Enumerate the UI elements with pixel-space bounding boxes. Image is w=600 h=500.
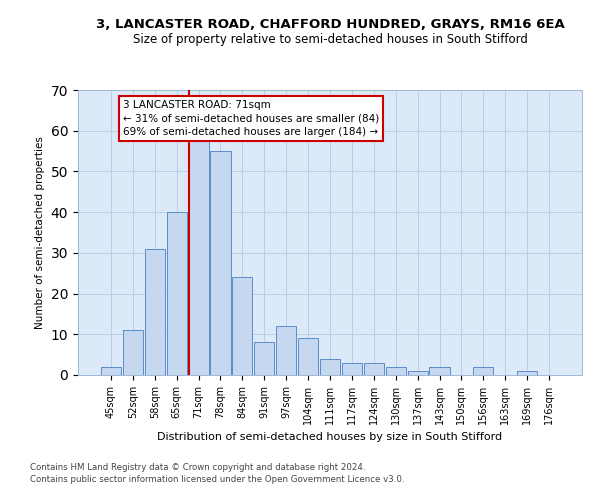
Bar (298, 338, 318, 375)
Bar (473, 367, 493, 375)
Text: 3, LANCASTER ROAD, CHAFFORD HUNDRED, GRAYS, RM16 6EA: 3, LANCASTER ROAD, CHAFFORD HUNDRED, GRA… (95, 18, 565, 30)
Y-axis label: Number of semi-detached properties: Number of semi-detached properties (35, 136, 45, 329)
Bar (167, 212, 187, 375)
Bar (188, 135, 209, 375)
Text: Contains public sector information licensed under the Open Government Licence v3: Contains public sector information licen… (30, 475, 404, 484)
Bar (430, 367, 449, 375)
Text: 3 LANCASTER ROAD: 71sqm
← 31% of semi-detached houses are smaller (84)
69% of se: 3 LANCASTER ROAD: 71sqm ← 31% of semi-de… (123, 100, 379, 136)
Bar (123, 330, 143, 375)
Bar (407, 371, 428, 375)
Bar (517, 371, 537, 375)
Bar (254, 342, 274, 375)
Text: Size of property relative to semi-detached houses in South Stifford: Size of property relative to semi-detach… (133, 32, 527, 46)
Bar (320, 358, 340, 375)
Bar (276, 326, 296, 375)
Bar (101, 367, 121, 375)
Text: Contains HM Land Registry data © Crown copyright and database right 2024.: Contains HM Land Registry data © Crown c… (30, 464, 365, 472)
Bar (211, 151, 230, 375)
Bar (342, 363, 362, 375)
X-axis label: Distribution of semi-detached houses by size in South Stifford: Distribution of semi-detached houses by … (157, 432, 503, 442)
Bar (386, 367, 406, 375)
Bar (364, 363, 384, 375)
Bar (145, 249, 165, 375)
Bar (232, 278, 253, 375)
